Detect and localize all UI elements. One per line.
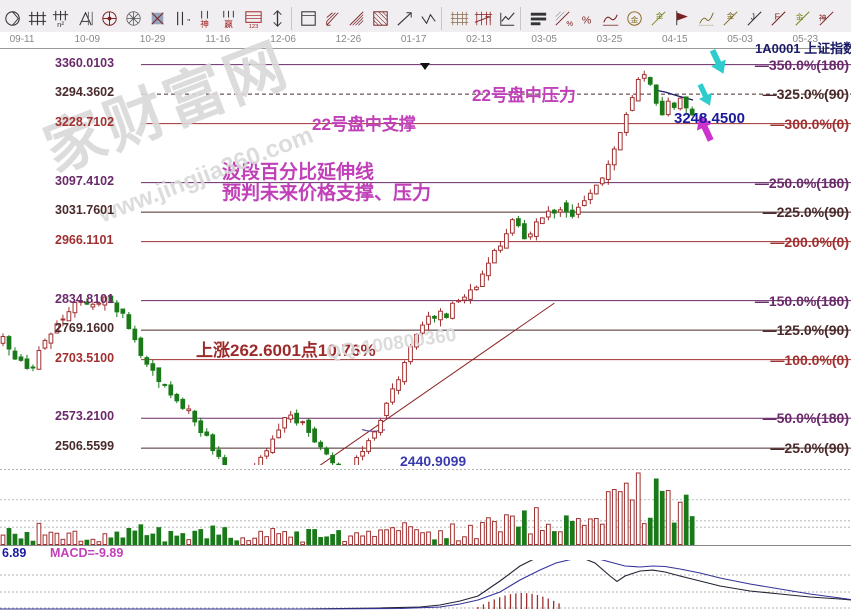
svg-text:赢: 赢 bbox=[224, 18, 233, 29]
svg-text:%: % bbox=[566, 19, 573, 28]
svg-text:神: 神 bbox=[200, 18, 209, 29]
svg-text:金: 金 bbox=[727, 11, 735, 21]
svg-text:%: % bbox=[582, 14, 591, 26]
svg-text:神: 神 bbox=[819, 12, 827, 22]
svg-text:金: 金 bbox=[631, 14, 639, 24]
svg-text:F: F bbox=[775, 11, 780, 21]
svg-text:n²: n² bbox=[57, 20, 64, 29]
svg-text:123: 123 bbox=[249, 24, 259, 30]
svg-text:J: J bbox=[751, 11, 755, 21]
svg-text:金: 金 bbox=[656, 11, 664, 21]
svg-text:金: 金 bbox=[796, 11, 804, 21]
svg-text:": " bbox=[187, 17, 190, 27]
